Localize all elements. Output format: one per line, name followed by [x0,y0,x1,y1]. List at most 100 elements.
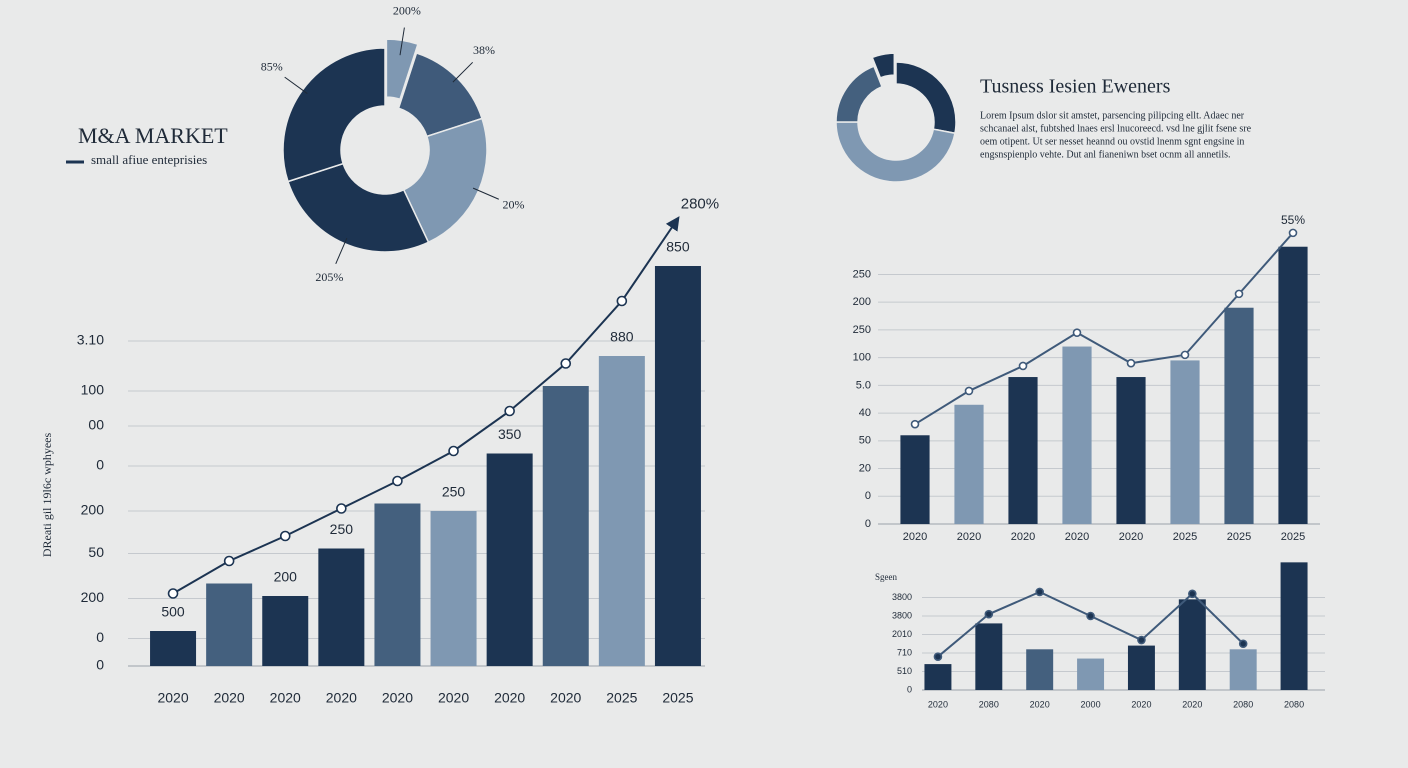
line-marker [560,358,572,369]
bar [486,453,533,666]
y-tick-label: 50 [88,544,104,560]
bar [1026,649,1054,690]
bar [430,511,477,666]
bar-label: 350 [498,426,522,442]
line-marker [1018,361,1028,371]
line-marker [910,419,920,429]
line-marker [392,475,403,487]
line-marker [1188,589,1197,599]
line [914,232,1294,426]
bar-label: 880 [610,329,634,345]
bar [374,503,421,666]
aside-title: Tusness Iesien Eweners [980,76,1171,98]
x-tick-label: 2020 [157,690,188,706]
bar [542,386,589,666]
x-tick-label: 2020 [550,690,581,706]
line-marker [336,503,347,514]
y-tick-label: 0 [865,518,871,530]
x-tick-label: 2020 [903,531,927,543]
slice-label: 205% [315,270,343,284]
y-tick-label: 710 [897,647,912,657]
pie-slice [871,52,896,79]
y-tick-label: 20 [859,462,871,474]
y-tick-label: 2010 [892,629,912,639]
line-marker [504,405,515,417]
y-tick-label: 200 [81,502,105,518]
slice-label: 38% [473,43,495,57]
x-tick-label: 2020 [1011,531,1035,543]
pie-slice [385,38,419,101]
bar [1178,599,1206,690]
x-tick-label: 2020 [1182,699,1202,709]
bar-label: 200 [274,569,298,585]
bar [1127,645,1155,690]
line-marker [223,555,235,567]
bar [975,623,1003,690]
line-marker [1137,635,1146,645]
y-tick-label: 200 [81,589,105,605]
line-end-label: 280% [681,195,719,212]
x-tick-label: 2080 [1233,699,1253,709]
slice-label: 20% [502,197,524,211]
line-marker [1234,289,1244,299]
y-tick-label: 00 [88,417,104,433]
y-tick-label: 0 [96,657,104,673]
bar-label: 250 [330,521,354,537]
line-marker [616,295,628,307]
pie-slice [287,162,430,253]
x-tick-label: 2020 [1131,699,1151,709]
x-tick-label: 2020 [214,690,245,706]
line [172,216,680,595]
x-tick-label: 2020 [270,690,301,706]
y-tick-label: 50 [859,435,871,447]
pie-slice [835,65,883,123]
aside-line: schcanael alst, fubtshed lnaes ersl lnuc… [980,123,1252,134]
y-tick-label: 0 [96,629,104,645]
line-marker [448,445,459,457]
line-end-label: 55% [1281,213,1305,227]
x-tick-label: 2025 [662,690,693,706]
line-marker [964,386,974,396]
bar [954,404,984,524]
x-tick-label: 2020 [957,531,981,543]
bar [1062,346,1092,524]
slice-label: 200% [393,3,421,17]
y-tick-label: 100 [81,382,105,398]
x-tick-label: 2025 [1227,531,1251,543]
x-tick-label: 2020 [1119,531,1143,543]
y-tick-label: 40 [859,407,871,419]
bar [1077,658,1105,690]
line-marker [1086,611,1095,621]
x-tick-label: 2020 [382,690,413,706]
x-tick-label: 2025 [606,690,637,706]
line-marker [167,588,179,599]
bar [598,356,645,666]
line-marker [1238,639,1248,649]
x-tick-label: 2080 [1284,699,1304,709]
y-tick-label: 3.10 [77,332,104,348]
x-tick-label: 2000 [1081,699,1101,709]
bar [206,583,253,666]
legend-label: small afiue enteprisies [91,152,207,167]
aside-line: Lorem Ipsum dslor sit amstet, parsencing… [980,110,1245,121]
x-tick-label: 2080 [979,699,999,709]
line-marker [1126,358,1136,368]
bar [1278,246,1308,524]
y-axis-title: DReati gil 19l6c wphyees [40,433,54,558]
pie-slice [835,121,956,183]
x-tick-label: 2020 [326,690,357,706]
leader-line [399,27,405,56]
y-tick-label: 510 [897,666,912,676]
line-marker [933,652,943,662]
bar [1116,377,1146,524]
x-tick-label: 2025 [1281,531,1305,543]
y-tick-label: 200 [853,296,871,308]
line-marker [984,609,994,619]
x-tick-label: 2020 [438,690,469,706]
y-tick-label: 0 [96,457,104,473]
bar-label: 850 [666,239,690,255]
bar [1008,377,1038,524]
aside-line: oem otipent. Ut ser nesset heannd ou ovs… [980,136,1244,147]
leader-line [335,237,348,265]
